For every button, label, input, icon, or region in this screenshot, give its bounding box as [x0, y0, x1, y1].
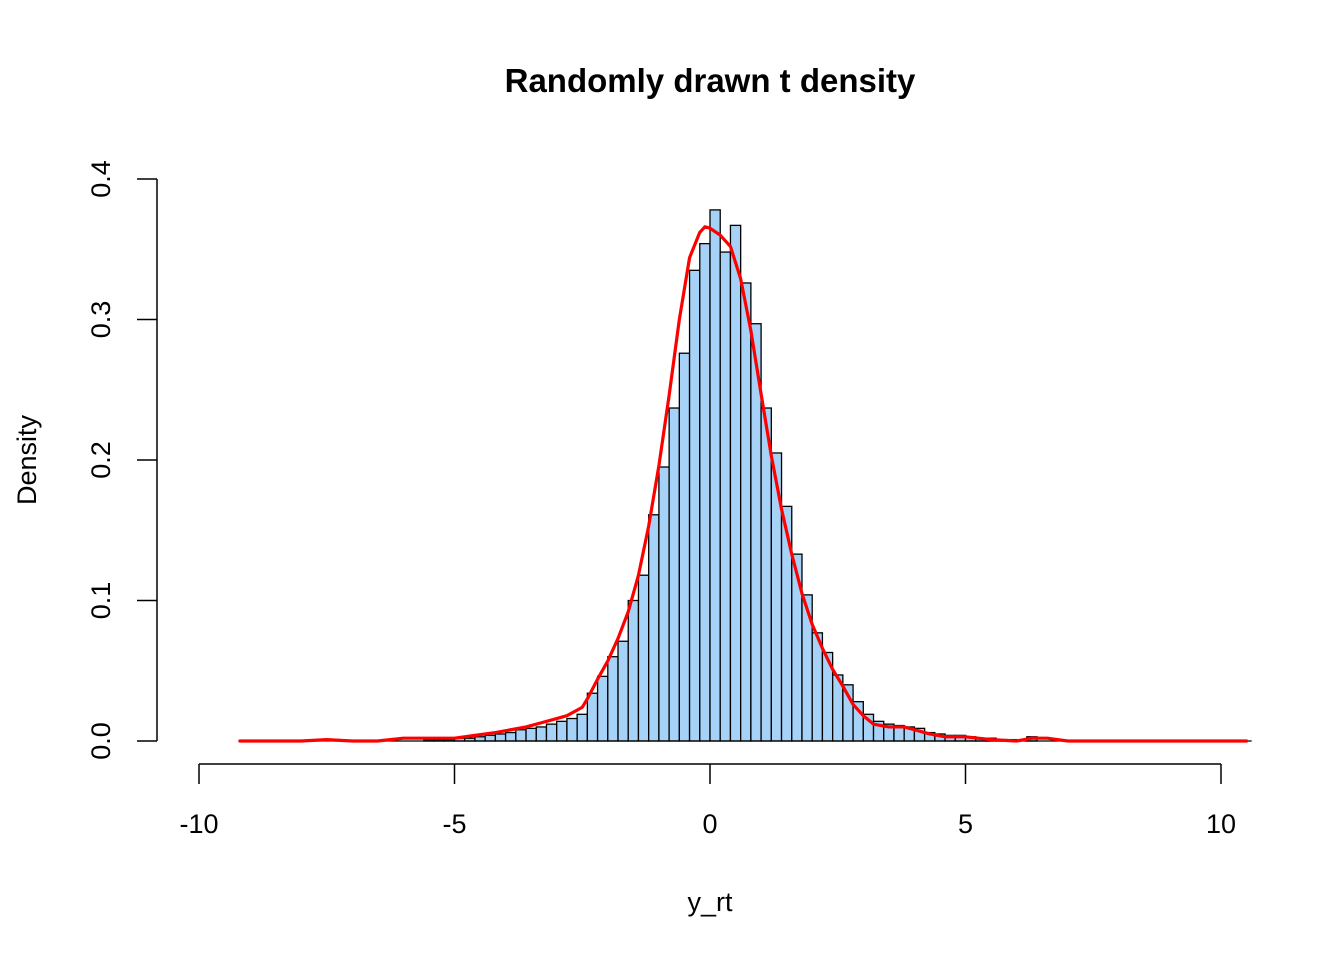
histogram-bar: [637, 574, 650, 742]
histogram-bar: [648, 514, 660, 742]
histogram-bar: [484, 734, 497, 742]
histogram-bar: [740, 282, 752, 742]
x-tick-label: -5: [442, 809, 466, 839]
y-tick-label: 0.0: [86, 722, 116, 760]
histogram-bar: [556, 720, 568, 742]
y-axis: 0.0 0.1 0.2 0.3 0.4: [86, 160, 158, 760]
y-axis-label: Density: [12, 414, 42, 505]
x-tick-label: 0: [702, 809, 717, 839]
histogram-bar: [525, 727, 537, 742]
histogram-bar: [586, 692, 599, 742]
histogram-bar: [535, 726, 548, 742]
y-tick-label: 0.4: [86, 160, 116, 198]
histogram-bar: [729, 224, 742, 742]
histogram-bar: [668, 407, 680, 742]
histogram-bar: [678, 352, 691, 742]
x-tick-label: 5: [958, 809, 973, 839]
histogram-bar: [545, 723, 558, 742]
histogram-bar: [607, 656, 619, 742]
histogram-bar: [576, 713, 589, 742]
x-axis: -10 -5 0 5 10: [179, 763, 1236, 839]
y-tick-label: 0.2: [86, 441, 116, 479]
x-tick-label: 10: [1206, 809, 1236, 839]
histogram-bar: [515, 729, 527, 742]
x-tick-label: -10: [179, 809, 218, 839]
x-axis-label: y_rt: [687, 887, 733, 917]
histogram-bar: [760, 407, 772, 742]
histogram-bar: [596, 675, 609, 742]
chart-title: Randomly drawn t density: [505, 62, 916, 99]
histogram-bar: [688, 269, 701, 742]
histogram-bar: [719, 251, 732, 742]
histogram-bars: [239, 209, 1252, 742]
y-tick-label: 0.3: [86, 301, 116, 339]
density-curve: [238, 225, 1249, 743]
histogram-bar: [566, 717, 578, 742]
histogram-bar: [504, 731, 517, 742]
histogram-bar: [627, 599, 640, 742]
histogram-bar: [709, 209, 721, 742]
density-curve-layer: [238, 225, 1249, 743]
histogram-bar: [658, 466, 670, 742]
histogram-bar: [699, 242, 711, 742]
histogram-bar: [494, 733, 507, 742]
y-tick-label: 0.1: [86, 582, 116, 620]
histogram-bar: [617, 640, 629, 742]
histogram-bar: [811, 632, 824, 742]
